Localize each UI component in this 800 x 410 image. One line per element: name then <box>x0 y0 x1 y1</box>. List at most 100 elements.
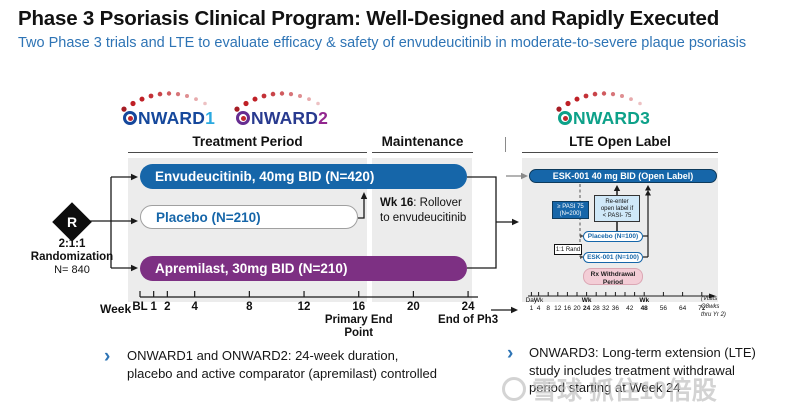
right-axis-tick-value: 12 <box>554 305 562 313</box>
left-axis-tick-1: 1 <box>150 301 157 313</box>
placebo-arm-bar: Placebo (N=210) <box>140 205 358 229</box>
rollover-note: Wk 16: Rollover to envudeucitinib <box>380 196 472 226</box>
reenter-open-label-box: Re-enter open label if < PASI- 75 <box>594 195 640 222</box>
rollover-rest: : Rollover <box>413 197 462 209</box>
bullet2-line3: period starting at Week 24 <box>529 380 681 395</box>
right-axis-tick-42: 42 <box>617 297 643 313</box>
esk001-n100-pill: ESK-001 (N=100) <box>583 252 643 263</box>
left-axis-tick-4: 4 <box>191 301 198 313</box>
pasi75-line1: ≥ PASI 75 <box>557 204 584 210</box>
right-axis-tick-value: 32 <box>602 305 610 313</box>
to-onward3-bracket <box>467 176 513 269</box>
right-axis-tick-value: 1 <box>529 305 534 313</box>
right-axis-tick-value: 36 <box>611 305 619 313</box>
onward1-o-icon <box>123 111 137 125</box>
onward3-name: NWARD <box>573 107 641 128</box>
watermark-logo-icon <box>502 377 526 401</box>
page-title: Phase 3 Psoriasis Clinical Program: Well… <box>18 7 720 30</box>
right-axis-tick-28: 28 <box>583 297 609 313</box>
pasi75-box: ≥ PASI 75 (N=200) <box>552 201 589 219</box>
right-axis-tick-72: 72 <box>689 297 715 313</box>
randomization-text: 2:1:1 Randomization N= 840 <box>25 238 119 277</box>
right-axis-note-line: Q8wks <box>701 303 720 310</box>
onward2-number: 2 <box>318 107 329 128</box>
onward1-name: NWARD <box>138 107 206 128</box>
rollover-week: Wk 16 <box>380 197 414 209</box>
onward3-dots-arc <box>556 91 642 112</box>
right-axis-tick-value: 42 <box>626 305 634 313</box>
right-axis-note-line: thru Yr 2) <box>701 311 726 318</box>
bullet2-chevron-icon: › <box>507 343 514 364</box>
bullet1-text: ONWARD1 and ONWARD2: 24-week duration, p… <box>127 347 437 382</box>
right-axis-tick-64: 64 <box>670 297 696 313</box>
header-divider <box>505 137 506 152</box>
right-axis-tick-value: 28 <box>592 305 600 313</box>
left-axis-tick-8: 8 <box>246 301 253 313</box>
onward2-name: NWARD <box>251 107 319 128</box>
right-axis-tick-unit: Wk <box>581 297 592 304</box>
left-axis-tick-16: 16 <box>352 301 366 313</box>
right-axis-tick-unit: Wk <box>533 297 544 304</box>
to-onward3-arrowhead <box>512 218 519 226</box>
onward2-logo: NWARD 2 <box>234 91 329 128</box>
left-axis-annotation-16: Primary End Point <box>324 314 393 340</box>
onward2-dots-arc <box>234 91 320 112</box>
right-axis-tick-value: 20 <box>573 305 581 313</box>
envudeucitinib-arm-bar: Envudeucitinib, 40mg BID (N=420) <box>140 164 467 189</box>
left-axis-tick-BL: BL <box>132 301 148 313</box>
randomization-n: N= 840 <box>54 264 90 277</box>
onward3-o-icon <box>558 111 572 125</box>
right-axis-tick-36: 36 <box>602 297 628 313</box>
bullet1-line2: placebo and active comparator (apremilas… <box>127 365 437 381</box>
lte-open-label-header: LTE Open Label <box>522 134 718 153</box>
randomization-label: Randomization <box>30 251 114 264</box>
apremilast-arm-bar: Apremilast, 30mg BID (N=210) <box>140 256 467 281</box>
watermark: 雪球 抓住10倍股 <box>502 371 717 407</box>
right-axis-tick-value: 48 <box>640 305 648 313</box>
rx-withdrawal-line2: Period <box>602 278 624 286</box>
bullet2-text: ONWARD3: Long-term extension (LTE) study… <box>529 344 756 397</box>
right-axis-tick-48: Wk 48 <box>631 297 657 313</box>
reenter-line3: < PASI- 75 <box>602 213 632 219</box>
right-axis-note: (Visits Q8wks thru Yr 2) <box>701 296 749 319</box>
right-axis-tick-24: Wk 24 <box>574 297 600 313</box>
right-axis-tick-value: 64 <box>678 305 687 313</box>
right-axis-tick-unit <box>689 297 715 305</box>
right-axis-tick-32: 32 <box>593 297 619 313</box>
one-to-one-rand-box: 1:1 Rand <box>554 244 582 255</box>
randomization-ratio: 2:1:1 <box>58 238 86 250</box>
right-axis-tick-value: 56 <box>659 305 667 313</box>
reenter-line1: Re-enter <box>605 199 629 205</box>
onward1-logo: NWARD 1 <box>121 91 216 128</box>
right-axis-tick-56: 56 <box>650 297 676 313</box>
right-axis-tick-12: 12 <box>545 297 571 313</box>
bullet2-line2: study includes treatment withdrawal <box>529 362 735 378</box>
left-axis-tick-20: 20 <box>406 301 420 313</box>
pasi75-line2: (N=200) <box>559 211 582 217</box>
axis-link-arrowhead <box>511 306 518 314</box>
onward1-dots-arc <box>121 91 207 112</box>
bullet1-chevron-icon: › <box>104 346 111 367</box>
right-axis-tick-unit: Wk <box>639 297 650 304</box>
right-axis-tick-unit: Day <box>525 297 538 304</box>
left-axis-tick-2: 2 <box>164 301 171 313</box>
week-axis-label: Week <box>100 302 132 316</box>
page-subtitle: Two Phase 3 trials and LTE to evaluate e… <box>18 35 747 51</box>
right-axis-note-line: (Visits <box>701 296 718 302</box>
onward3-number: 3 <box>640 107 651 128</box>
bullet2-line1: ONWARD3: Long-term extension (LTE) <box>529 345 756 360</box>
esk001-open-label-bar: ESK-001 40 mg BID (Open Label) <box>529 169 717 183</box>
onward3-logo: NWARD 3 <box>556 91 651 128</box>
onward1-number: 1 <box>205 107 216 128</box>
rollover-line2: to envudeucitinib <box>380 211 467 224</box>
treatment-period-header: Treatment Period <box>128 134 367 153</box>
right-axis-tick-1: Day 1 <box>518 297 544 313</box>
left-axis-tick-12: 12 <box>297 301 311 313</box>
watermark-text: 雪球 抓住10倍股 <box>532 377 717 405</box>
right-axis-tick-value: 16 <box>563 305 571 313</box>
rx-withdrawal-box: Rx Withdrawal Period <box>583 268 643 286</box>
right-axis-tick-value: 4 <box>536 305 541 313</box>
placebo-n100-pill: Placebo (N=100) <box>583 231 643 242</box>
randomization-r: R <box>66 214 78 230</box>
